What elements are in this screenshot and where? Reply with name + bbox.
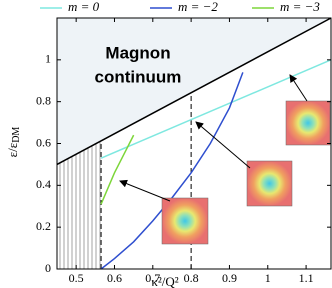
legend-label: m = 0 xyxy=(68,0,100,14)
y-tick-label: 0.2 xyxy=(36,219,51,233)
arrow xyxy=(119,179,171,202)
y-axis-label-sub: DM xyxy=(11,127,22,143)
legend-label: m = −2 xyxy=(178,0,218,14)
series-line xyxy=(56,17,332,166)
series-line xyxy=(100,134,135,205)
y-axis-label: ε/εDM xyxy=(5,127,22,158)
x-axis-label: κ²/Q² xyxy=(151,274,178,288)
x-tick-label: 0.7 xyxy=(145,271,160,285)
x-tick-label: 0.8 xyxy=(184,271,199,285)
arrow xyxy=(289,74,308,102)
legend: m = 0 m = −2 m = −3 xyxy=(40,0,320,14)
x-tick-label: 1 xyxy=(265,271,271,285)
legend-label: m = −3 xyxy=(280,0,320,14)
y-tick-label: 1 xyxy=(45,52,51,66)
y-tick-label: 0.6 xyxy=(36,135,51,149)
y-tick-label: 0.8 xyxy=(36,93,51,107)
x-tick-label: 0.5 xyxy=(69,271,84,285)
annotation: Magnon xyxy=(105,43,170,62)
inset-image xyxy=(161,197,209,245)
data-layer xyxy=(56,17,332,270)
insets xyxy=(119,74,331,245)
y-tick-label: 0.4 xyxy=(36,177,51,191)
x-tick-label: 0.9 xyxy=(222,271,237,285)
arrow xyxy=(195,121,251,169)
x-tick-label: 0.6 xyxy=(107,271,122,285)
annotation: continuum xyxy=(95,67,182,86)
inset-image xyxy=(285,100,331,146)
y-axis-label-main: ε/ε xyxy=(5,142,20,157)
y-tick-label: 0 xyxy=(45,261,51,275)
inset-image xyxy=(246,160,293,207)
x-tick-label: 1.1 xyxy=(299,271,314,285)
